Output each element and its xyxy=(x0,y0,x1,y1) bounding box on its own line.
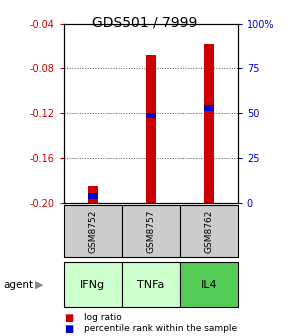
Text: GSM8752: GSM8752 xyxy=(88,209,97,253)
Text: log ratio: log ratio xyxy=(84,313,122,322)
Text: IFNg: IFNg xyxy=(80,280,105,290)
Text: TNFa: TNFa xyxy=(137,280,164,290)
Bar xyxy=(180,205,238,257)
Text: ▶: ▶ xyxy=(35,280,44,290)
Bar xyxy=(180,262,238,307)
Text: IL4: IL4 xyxy=(200,280,217,290)
Bar xyxy=(146,113,156,118)
Bar xyxy=(64,262,122,307)
Bar xyxy=(204,44,214,203)
Text: percentile rank within the sample: percentile rank within the sample xyxy=(84,324,237,333)
Bar xyxy=(122,262,180,307)
Text: ■: ■ xyxy=(64,324,73,334)
Text: GSM8762: GSM8762 xyxy=(204,209,213,253)
Text: GSM8757: GSM8757 xyxy=(146,209,155,253)
Bar xyxy=(88,186,98,203)
Text: agent: agent xyxy=(3,280,33,290)
Bar xyxy=(64,205,122,257)
Bar xyxy=(122,205,180,257)
Text: GDS501 / 7999: GDS501 / 7999 xyxy=(92,15,198,29)
Bar xyxy=(204,105,214,111)
Text: ■: ■ xyxy=(64,312,73,323)
Bar xyxy=(88,194,98,199)
Bar xyxy=(146,55,156,203)
